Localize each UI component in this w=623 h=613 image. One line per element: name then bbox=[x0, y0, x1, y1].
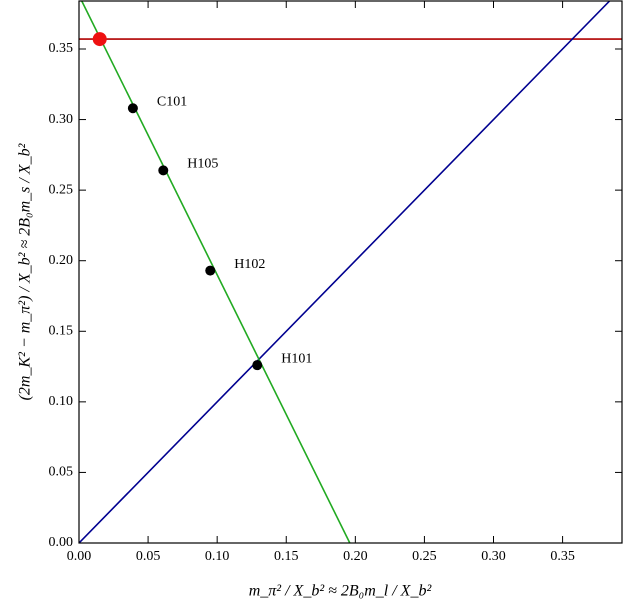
point-label: H105 bbox=[187, 157, 218, 172]
x-tick-label: 0.15 bbox=[274, 549, 299, 564]
y-tick-label: 0.35 bbox=[49, 41, 74, 56]
point bbox=[205, 265, 216, 276]
y-tick-label: 0.30 bbox=[49, 112, 74, 127]
line bbox=[79, 1, 611, 543]
x-tick-label: 0.10 bbox=[205, 549, 230, 564]
x-axis-label: m_π² / X_b² ≈ 2B₀m_l / X_b² bbox=[249, 583, 433, 600]
x-tick-label: 0.05 bbox=[136, 549, 161, 564]
x-tick-label: 0.35 bbox=[550, 549, 575, 564]
y-tick-label: 0.25 bbox=[49, 182, 74, 197]
point bbox=[92, 32, 107, 47]
line bbox=[81, 1, 351, 543]
y-tick-label: 0.00 bbox=[49, 535, 74, 550]
point bbox=[158, 165, 169, 176]
y-tick-label: 0.10 bbox=[49, 394, 74, 409]
point-label: C101 bbox=[157, 94, 187, 109]
point-label: H102 bbox=[234, 257, 265, 272]
x-tick-label: 0.20 bbox=[343, 549, 368, 564]
y-tick-label: 0.15 bbox=[49, 324, 74, 339]
y-tick-label: 0.05 bbox=[49, 465, 74, 480]
x-tick-label: 0.00 bbox=[67, 549, 92, 564]
x-tick-label: 0.30 bbox=[481, 549, 506, 564]
point bbox=[127, 103, 138, 114]
y-tick-label: 0.20 bbox=[49, 253, 74, 268]
point bbox=[252, 360, 263, 371]
plot-frame bbox=[78, 0, 623, 544]
point-label: H101 bbox=[281, 351, 312, 366]
y-axis-label: (2m_K² − m_π²) / X_b² ≈ 2B₀m_s / X_b² bbox=[17, 142, 34, 400]
x-tick-label: 0.25 bbox=[412, 549, 437, 564]
